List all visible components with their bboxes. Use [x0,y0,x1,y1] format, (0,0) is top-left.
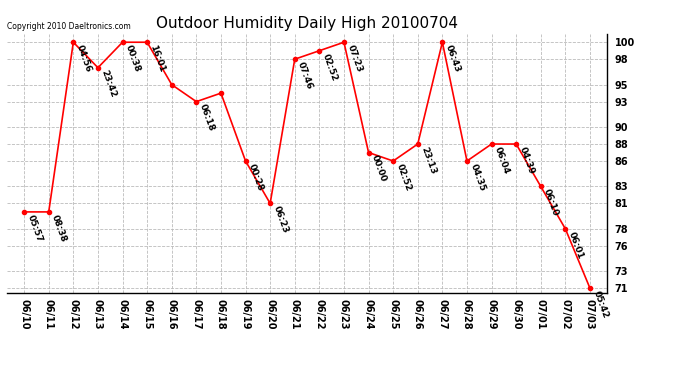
Text: 06:43: 06:43 [444,44,462,74]
Text: 06:10: 06:10 [542,188,560,218]
Text: 16:01: 16:01 [148,44,167,74]
Text: 06:04: 06:04 [493,146,511,175]
Text: 05:42: 05:42 [591,290,609,320]
Text: 06:23: 06:23 [272,205,290,235]
Text: 05:57: 05:57 [26,213,43,243]
Text: 08:38: 08:38 [50,213,68,243]
Text: Copyright 2010 Daeltronics.com: Copyright 2010 Daeltronics.com [7,22,130,31]
Text: 07:23: 07:23 [345,44,364,74]
Text: 04:56: 04:56 [75,44,93,74]
Text: 23:42: 23:42 [99,69,117,99]
Text: 07:46: 07:46 [296,61,315,91]
Text: 00:00: 00:00 [370,154,388,183]
Text: 02:52: 02:52 [321,52,339,82]
Text: 06:18: 06:18 [198,103,216,133]
Text: 00:38: 00:38 [124,44,142,74]
Title: Outdoor Humidity Daily High 20100704: Outdoor Humidity Daily High 20100704 [156,16,458,31]
Text: 00:28: 00:28 [247,162,265,192]
Text: 23:13: 23:13 [419,146,437,176]
Text: 06:01: 06:01 [566,230,585,260]
Text: 04:35: 04:35 [469,162,486,192]
Text: 04:39: 04:39 [518,146,536,176]
Text: 02:52: 02:52 [395,162,413,192]
